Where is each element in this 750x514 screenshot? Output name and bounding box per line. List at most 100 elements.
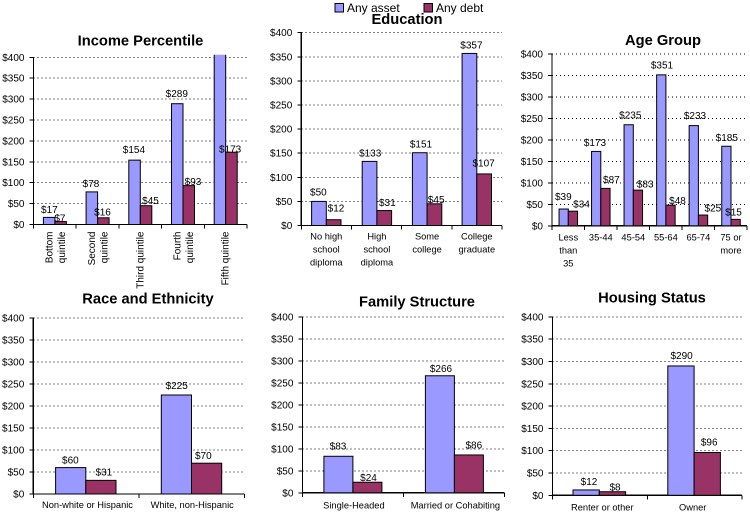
svg-text:$45: $45 <box>142 196 159 207</box>
svg-text:$250: $250 <box>271 378 294 389</box>
svg-text:Second: Second <box>87 232 98 266</box>
svg-text:$400: $400 <box>2 53 25 64</box>
svg-text:$48: $48 <box>669 196 686 207</box>
svg-text:$200: $200 <box>2 402 25 413</box>
svg-text:Third quintile: Third quintile <box>135 231 146 289</box>
svg-text:$0: $0 <box>532 221 544 232</box>
svg-text:school: school <box>313 244 340 254</box>
svg-text:$300: $300 <box>2 358 25 369</box>
svg-text:Renter or other: Renter or other <box>571 503 634 513</box>
svg-text:$400: $400 <box>271 312 294 323</box>
svg-text:than: than <box>559 245 577 255</box>
svg-text:Housing Status: Housing Status <box>598 291 706 307</box>
svg-text:35: 35 <box>563 258 573 268</box>
svg-text:$100: $100 <box>2 446 25 457</box>
svg-text:$31: $31 <box>96 468 113 479</box>
svg-text:Fourth: Fourth <box>172 232 183 261</box>
svg-text:$50: $50 <box>526 200 543 211</box>
svg-text:$24: $24 <box>360 473 377 484</box>
svg-text:$25: $25 <box>705 204 722 215</box>
svg-text:$250: $250 <box>521 114 544 125</box>
svg-text:$200: $200 <box>2 136 25 147</box>
svg-text:65-74: 65-74 <box>687 232 711 242</box>
svg-text:$300: $300 <box>521 357 544 368</box>
svg-text:$83: $83 <box>330 442 347 453</box>
svg-text:$351: $351 <box>651 61 674 72</box>
svg-text:quintile: quintile <box>100 231 111 263</box>
svg-text:55-64: 55-64 <box>654 232 678 242</box>
svg-text:$0: $0 <box>13 490 25 501</box>
svg-text:$50: $50 <box>310 188 327 199</box>
svg-text:College: College <box>461 231 493 241</box>
svg-text:Married or Cohabiting: Married or Cohabiting <box>411 500 500 510</box>
svg-text:$100: $100 <box>521 178 544 189</box>
svg-text:$235: $235 <box>619 111 642 122</box>
svg-text:$150: $150 <box>271 422 294 433</box>
svg-text:No high: No high <box>310 231 342 241</box>
svg-text:$400: $400 <box>2 314 25 325</box>
svg-text:$50: $50 <box>527 469 544 480</box>
svg-text:$350: $350 <box>2 336 25 347</box>
svg-text:$400: $400 <box>270 28 293 39</box>
svg-text:$60: $60 <box>62 456 79 467</box>
svg-text:$8: $8 <box>609 483 621 494</box>
svg-text:Any asset: Any asset <box>347 1 400 15</box>
svg-text:$93: $93 <box>185 177 202 188</box>
svg-text:$100: $100 <box>271 444 294 455</box>
svg-text:$173: $173 <box>584 138 607 149</box>
svg-text:$200: $200 <box>271 400 294 411</box>
svg-text:school: school <box>363 244 390 254</box>
svg-text:$45: $45 <box>428 195 445 206</box>
svg-text:$107: $107 <box>472 159 495 170</box>
svg-text:$200: $200 <box>521 402 544 413</box>
svg-text:$357: $357 <box>460 41 483 52</box>
svg-text:$133: $133 <box>359 148 382 159</box>
svg-text:Bottom: Bottom <box>44 232 55 264</box>
svg-text:Single-Headed: Single-Headed <box>323 500 385 510</box>
svg-text:diploma: diploma <box>310 257 343 267</box>
svg-text:Non-white or Hispanic: Non-white or Hispanic <box>42 500 133 510</box>
svg-text:$50: $50 <box>276 197 293 208</box>
svg-text:White, non-Hispanic: White, non-Hispanic <box>151 500 235 510</box>
svg-text:graduate: graduate <box>458 244 495 254</box>
svg-text:$200: $200 <box>521 135 544 146</box>
svg-text:$290: $290 <box>670 351 693 362</box>
svg-text:$86: $86 <box>465 441 482 452</box>
svg-text:$350: $350 <box>271 334 294 345</box>
svg-text:Any debt: Any debt <box>436 1 484 15</box>
svg-text:$16: $16 <box>94 208 111 219</box>
svg-text:$300: $300 <box>270 76 293 87</box>
svg-text:$31: $31 <box>379 198 396 209</box>
svg-text:$225: $225 <box>166 381 189 392</box>
svg-text:$350: $350 <box>521 71 544 82</box>
svg-text:$250: $250 <box>521 379 544 390</box>
svg-text:75 or: 75 or <box>720 232 741 242</box>
svg-text:$100: $100 <box>2 178 25 189</box>
svg-text:$17: $17 <box>41 205 58 216</box>
svg-text:$150: $150 <box>2 157 25 168</box>
svg-text:$34: $34 <box>573 200 590 211</box>
svg-text:$350: $350 <box>521 335 544 346</box>
svg-text:$150: $150 <box>2 424 25 435</box>
svg-text:Owner: Owner <box>679 503 706 513</box>
svg-text:$185: $185 <box>716 133 739 144</box>
svg-text:$39: $39 <box>555 192 572 203</box>
svg-text:$233: $233 <box>684 111 707 122</box>
svg-text:$0: $0 <box>532 491 544 502</box>
svg-text:more: more <box>720 245 741 255</box>
svg-text:$78: $78 <box>83 179 100 190</box>
svg-text:$400: $400 <box>521 49 544 60</box>
svg-text:Race and Ethnicity: Race and Ethnicity <box>82 292 214 308</box>
svg-text:$289: $289 <box>166 89 189 100</box>
svg-text:$96: $96 <box>701 438 718 449</box>
svg-text:$350: $350 <box>270 52 293 63</box>
svg-text:$50: $50 <box>277 466 294 477</box>
svg-text:Education: Education <box>372 12 443 28</box>
svg-text:Less: Less <box>558 232 578 242</box>
svg-text:$12: $12 <box>328 204 345 215</box>
svg-text:$0: $0 <box>281 221 293 232</box>
svg-text:$300: $300 <box>2 95 25 106</box>
svg-text:Fifth quintile: Fifth quintile <box>221 231 232 285</box>
svg-text:$12: $12 <box>581 477 598 488</box>
svg-text:quintile: quintile <box>57 231 68 263</box>
